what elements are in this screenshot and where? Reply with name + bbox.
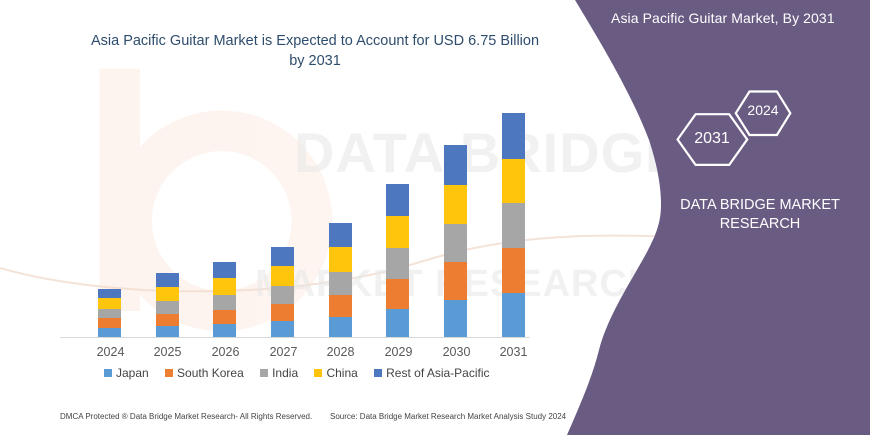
svg-text:DATA BRIDGE: DATA BRIDGE (294, 121, 684, 184)
